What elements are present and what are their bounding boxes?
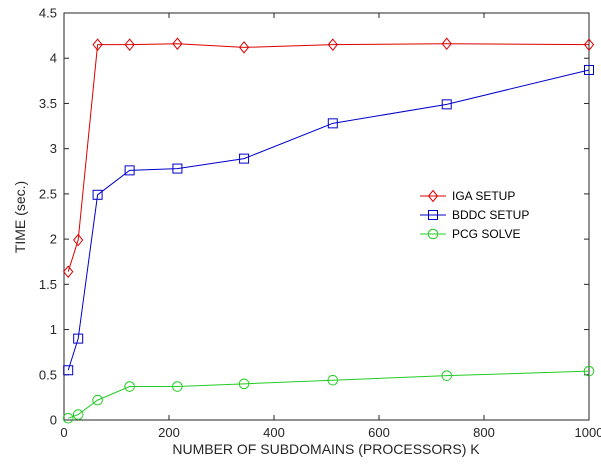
data-point-iga-setup <box>124 38 135 51</box>
legend-label: IGA SETUP <box>452 189 515 203</box>
data-point-bddc-setup <box>441 99 452 110</box>
y-tick-label: 4.5 <box>39 6 57 21</box>
data-point-bddc-setup <box>73 333 84 344</box>
y-tick-label: 1 <box>50 322 57 337</box>
data-point-pcg-solve <box>92 394 103 406</box>
legend-label: PCG SOLVE <box>452 227 520 241</box>
data-point-pcg-solve <box>327 374 339 386</box>
data-point-iga-setup <box>238 41 250 54</box>
x-axis-label: NUMBER OF SUBDOMAINS (PROCESSORS) K <box>172 441 480 457</box>
legend-marker <box>428 210 438 220</box>
data-point-pcg-solve <box>62 412 74 424</box>
x-tick-label: 200 <box>158 425 180 440</box>
data-point-iga-setup <box>583 38 595 51</box>
series-lines <box>67 43 590 419</box>
data-point-iga-setup <box>441 37 452 51</box>
y-axis-label: TIME (sec.) <box>12 181 28 253</box>
plot-area <box>63 12 590 421</box>
series-line-bddc-setup <box>67 69 590 371</box>
series-line-pcg-solve <box>68 370 590 419</box>
data-point-pcg-solve <box>583 365 595 377</box>
legend-marker <box>427 189 439 203</box>
x-tick-label: 1000 <box>575 425 601 440</box>
data-point-bddc-setup <box>63 365 74 376</box>
data-point-iga-setup <box>63 265 74 278</box>
y-tick-label: 2.5 <box>39 186 57 201</box>
x-tick-label: 0 <box>60 425 67 440</box>
data-point-iga-setup <box>172 37 183 51</box>
data-point-bddc-setup <box>584 64 594 75</box>
y-tick-label: 0.5 <box>39 367 57 382</box>
y-tick-label: 4 <box>50 51 57 66</box>
data-point-pcg-solve <box>72 409 84 420</box>
data-point-bddc-setup <box>239 153 250 164</box>
legend-marker <box>427 228 439 240</box>
series-line-iga-setup <box>67 43 590 272</box>
legend-label: BDDC SETUP <box>452 208 529 222</box>
y-tick-label: 0 <box>50 413 57 428</box>
y-tick-label: 3 <box>50 141 57 156</box>
data-point-pcg-solve <box>441 370 453 381</box>
legend: IGA SETUP BDDC SETUP PCG SOLVE <box>420 189 529 241</box>
data-point-iga-setup <box>73 233 84 247</box>
data-point-iga-setup <box>327 38 338 51</box>
data-point-bddc-setup <box>327 118 338 129</box>
data-point-pcg-solve <box>238 378 250 390</box>
data-point-bddc-setup <box>124 165 135 176</box>
data-point-pcg-solve <box>172 381 183 392</box>
y-tick-label: 1.5 <box>39 277 57 292</box>
x-tick-label: 800 <box>473 425 495 440</box>
series-markers <box>62 37 595 424</box>
data-point-bddc-setup <box>172 163 183 174</box>
x-tick-label: 400 <box>263 425 285 440</box>
data-point-iga-setup <box>92 38 103 51</box>
x-tick-label: 600 <box>368 425 390 440</box>
data-point-pcg-solve <box>124 381 135 392</box>
axis-ticks: 0 200 400 600 800 1000 0 0.5 1 1.5 2 2.5 3 3.5 4 4.5 <box>39 6 601 441</box>
y-tick-label: 2 <box>50 232 57 247</box>
y-tick-label: 3.5 <box>39 96 57 111</box>
data-point-bddc-setup <box>92 189 103 200</box>
